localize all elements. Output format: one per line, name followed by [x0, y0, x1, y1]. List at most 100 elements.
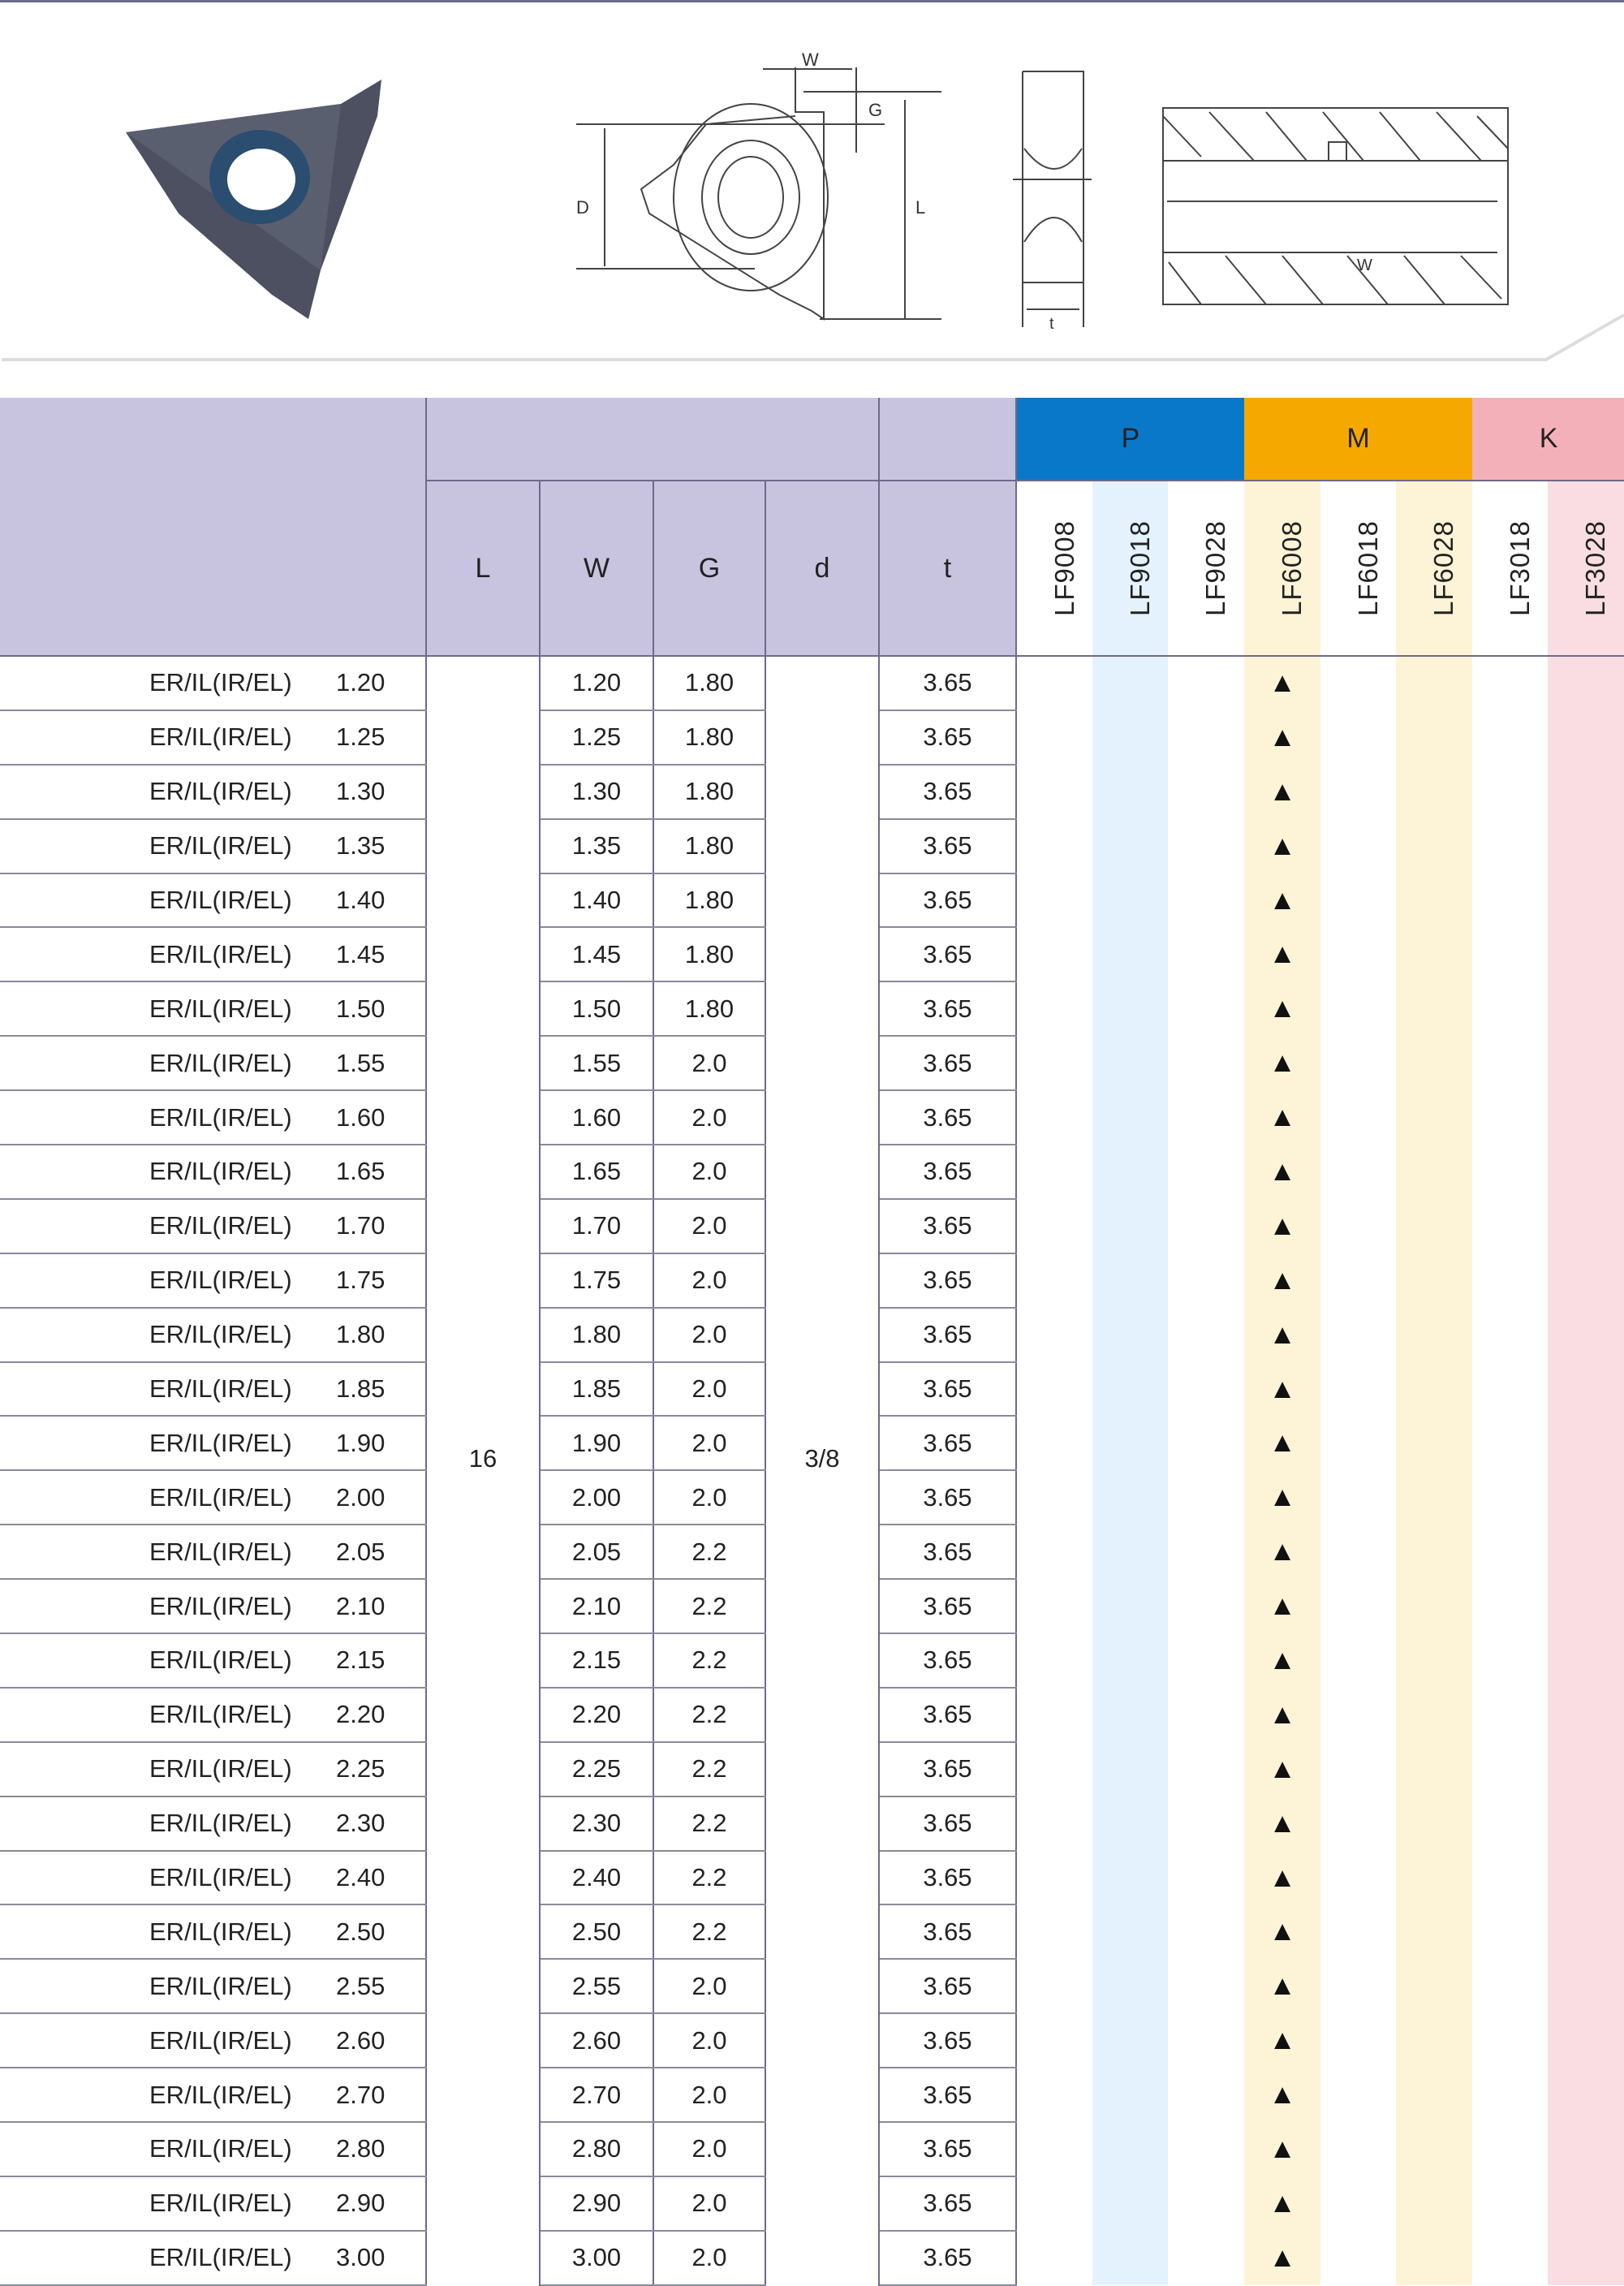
grade-cell-lf6028 — [1396, 1090, 1473, 1145]
grade-cell-lf3018 — [1472, 1361, 1549, 1417]
t-value: 3.65 — [879, 981, 1017, 1037]
W-value: 1.65 — [540, 1145, 654, 1200]
grade-cell-lf6018 — [1320, 2122, 1397, 2176]
available-triangle-icon: ▲ — [1269, 1482, 1296, 1513]
grade-cell-lf9018 — [1092, 2013, 1168, 2068]
table-row: ER/IL(IR/EL) 3.00 3.00 2.0 3.65 ▲ — [0, 2230, 1624, 2286]
grade-cell-lf9028 — [1168, 2230, 1245, 2285]
grade-cell-lf6028 — [1396, 656, 1473, 710]
model-size: 1.35 — [336, 831, 386, 860]
W-value: 3.00 — [540, 2230, 654, 2286]
grade-cell-lf6028 — [1396, 1145, 1473, 1199]
available-triangle-icon: ▲ — [1269, 2187, 1296, 2219]
model-cell: ER/IL(IR/EL) 2.05 — [0, 1525, 427, 1581]
model-name: ER/IL(IR/EL) — [149, 994, 292, 1023]
G-value: 2.2 — [653, 1850, 766, 1906]
grade-cell-lf6028 — [1396, 2230, 1473, 2285]
G-value: 2.0 — [653, 2230, 766, 2286]
model-name: ER/IL(IR/EL) — [149, 1971, 292, 2000]
grade-cell-lf6028 — [1396, 1253, 1473, 1308]
grade-cell-lf3028 — [1548, 1361, 1624, 1417]
W-value: 1.45 — [540, 927, 654, 983]
grade-cell-lf6028 — [1396, 2013, 1473, 2068]
grade-cell-lf9018 — [1092, 2230, 1168, 2285]
W-value: 1.25 — [540, 710, 654, 766]
grade-cell-lf6018 — [1320, 2230, 1397, 2285]
grade-cell-lf9008 — [1016, 1198, 1092, 1253]
grade-cell-lf6018 — [1320, 1416, 1397, 1471]
grade-cell-lf9028 — [1168, 818, 1245, 873]
grade-cell-lf6008: ▲ — [1244, 1198, 1321, 1253]
G-value: 2.0 — [653, 1959, 766, 2015]
model-name: ER/IL(IR/EL) — [149, 2189, 292, 2218]
G-value: 1.80 — [653, 981, 766, 1037]
column-header-t: t — [879, 481, 1017, 657]
grade-cell-lf6008: ▲ — [1244, 873, 1321, 928]
model-name: ER/IL(IR/EL) — [149, 1211, 292, 1240]
grade-cell-lf6008: ▲ — [1244, 1850, 1321, 1905]
table-row: ER/IL(IR/EL) 2.25 2.25 2.2 3.65 ▲ — [0, 1741, 1624, 1797]
model-name: ER/IL(IR/EL) — [149, 2080, 292, 2109]
grade-cell-lf6008: ▲ — [1244, 2176, 1321, 2231]
insert-dimension-drawing — [576, 67, 941, 321]
t-value: 3.65 — [879, 1198, 1017, 1254]
grade-cell-lf6008: ▲ — [1244, 1361, 1321, 1417]
table-row: ER/IL(IR/EL) 2.10 2.10 2.2 3.65 ▲ — [0, 1579, 1624, 1635]
model-name: ER/IL(IR/EL) — [149, 886, 292, 914]
grade-cell-lf6008: ▲ — [1244, 1525, 1321, 1580]
grade-cell-lf6008: ▲ — [1244, 1253, 1321, 1308]
model-name: ER/IL(IR/EL) — [149, 1917, 292, 1946]
grade-cell-lf6028 — [1396, 1361, 1473, 1417]
grade-cell-lf3018 — [1472, 1090, 1549, 1145]
grade-label: LF3018 — [1505, 520, 1535, 616]
table-row: ER/IL(IR/EL) 1.90 1.90 2.0 3.65 ▲ — [0, 1416, 1624, 1472]
t-value: 3.65 — [879, 1796, 1017, 1852]
grade-cell-lf3018 — [1472, 1796, 1549, 1851]
grade-cell-lf3018 — [1472, 1579, 1549, 1634]
grade-cell-lf3028 — [1548, 873, 1624, 928]
available-triangle-icon: ▲ — [1269, 1753, 1296, 1784]
model-name: ER/IL(IR/EL) — [149, 1320, 292, 1349]
grade-cell-lf6018 — [1320, 1145, 1397, 1199]
table-row: ER/IL(IR/EL) 1.60 1.60 2.0 3.65 ▲ — [0, 1090, 1624, 1146]
grade-cell-lf9028 — [1168, 1525, 1245, 1580]
model-name: ER/IL(IR/EL) — [149, 1754, 292, 1784]
table-row: ER/IL(IR/EL) 1.55 1.55 2.0 3.65 ▲ — [0, 1036, 1624, 1092]
grade-cell-lf3018 — [1472, 2068, 1549, 2123]
model-size: 1.80 — [336, 1320, 386, 1349]
W-value: 2.70 — [540, 2068, 654, 2124]
grade-cell-lf9018 — [1092, 1198, 1168, 1253]
grade-cell-lf9008 — [1016, 1525, 1092, 1580]
grade-cell-lf9008 — [1016, 2230, 1092, 2285]
grade-cell-lf9018 — [1092, 1687, 1168, 1742]
grade-cell-lf6028 — [1396, 764, 1473, 819]
grade-cell-lf6028 — [1396, 1850, 1473, 1905]
grade-cell-lf3028 — [1548, 1904, 1624, 1960]
grade-cell-lf6008: ▲ — [1244, 656, 1321, 710]
grade-cell-lf9028 — [1168, 1036, 1245, 1091]
table-row: ER/IL(IR/EL) 2.00 2.00 2.0 3.65 ▲ — [0, 1470, 1624, 1526]
grade-cell-lf3028 — [1548, 2122, 1624, 2176]
model-size: 2.25 — [336, 1754, 386, 1784]
t-value: 3.65 — [879, 1741, 1017, 1797]
grade-cell-lf6018 — [1320, 1090, 1397, 1145]
model-name: ER/IL(IR/EL) — [149, 1591, 292, 1620]
table-row: ER/IL(IR/EL) 1.65 1.65 2.0 3.65 ▲ — [0, 1145, 1624, 1200]
model-size: 2.90 — [336, 2189, 386, 2218]
t-value: 3.65 — [879, 1145, 1017, 1200]
model-size: 2.55 — [336, 1971, 386, 2000]
grade-cell-lf3018 — [1472, 656, 1549, 710]
t-value: 3.65 — [879, 764, 1017, 820]
grade-label: LF6028 — [1428, 520, 1458, 616]
W-value: 1.90 — [540, 1416, 654, 1472]
column-header-G: G — [653, 481, 766, 657]
available-triangle-icon: ▲ — [1269, 667, 1296, 699]
grade-cell-lf6028 — [1396, 2068, 1473, 2123]
model-cell: ER/IL(IR/EL) 1.30 — [0, 764, 427, 820]
grade-cell-lf9028 — [1168, 1633, 1245, 1688]
grade-cell-lf6008: ▲ — [1244, 1579, 1321, 1634]
G-value: 1.80 — [653, 656, 766, 711]
model-cell: ER/IL(IR/EL) 2.90 — [0, 2176, 427, 2232]
label-D: D — [576, 197, 589, 218]
table-row: ER/IL(IR/EL) 1.30 1.30 1.80 3.65 ▲ — [0, 764, 1624, 820]
